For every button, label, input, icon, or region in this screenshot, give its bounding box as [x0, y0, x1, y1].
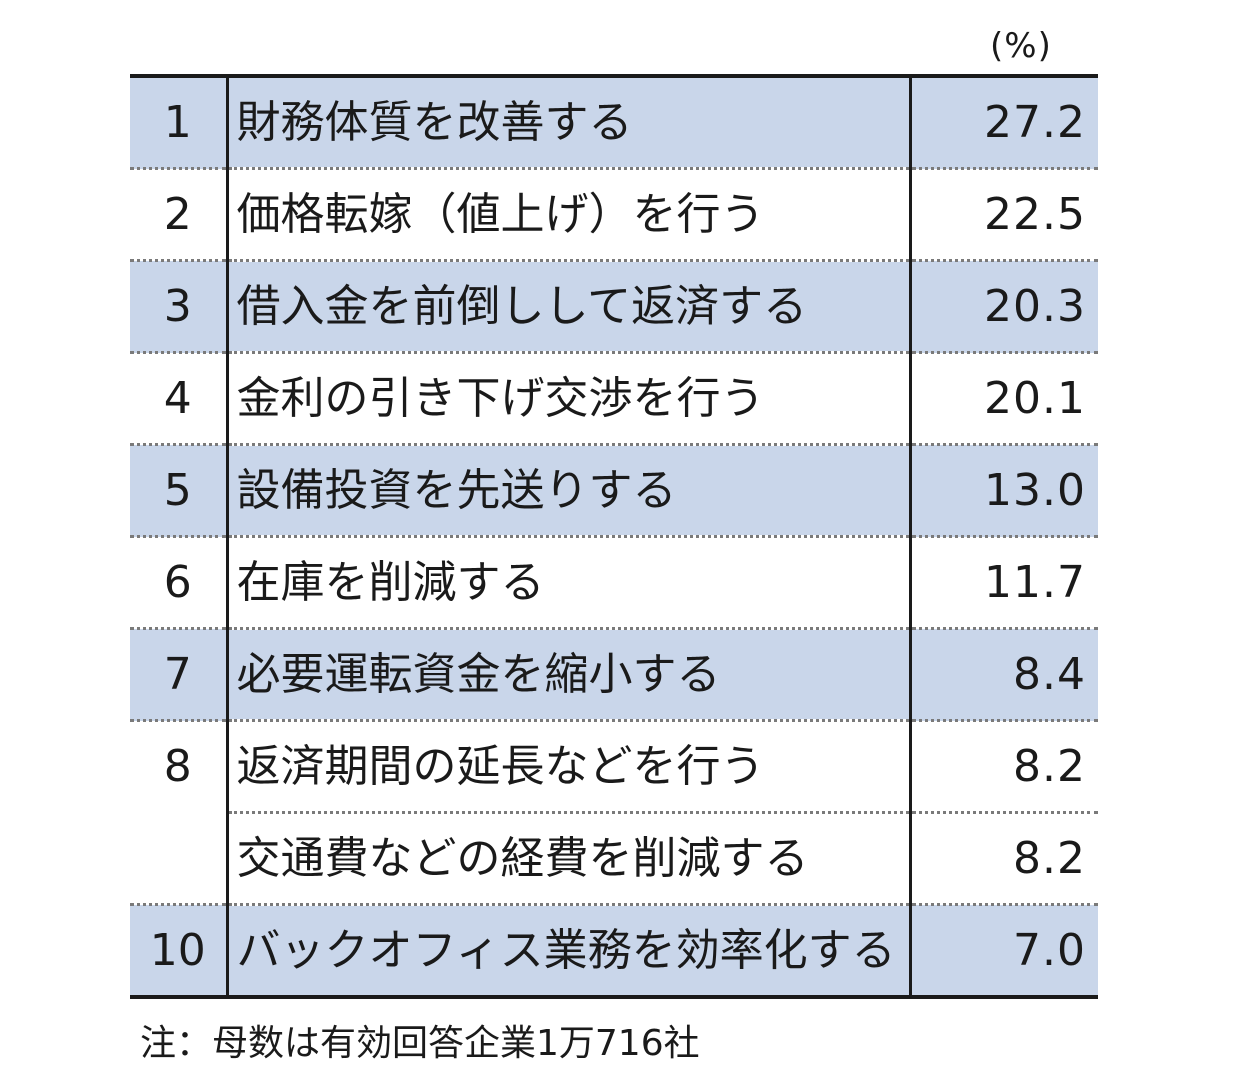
ranking-table: 1 財務体質を改善する 27.2 2 価格転嫁（値上げ）を行う 22.5 3 借入金を前倒しし…: [130, 74, 1098, 999]
item-cell: 在庫を削減する: [227, 536, 912, 630]
item-cell: 金利の引き下げ交渉を行う: [227, 352, 912, 446]
table-row: 10 バックオフィス業務を効率化する 7.0: [130, 904, 1098, 999]
table-row: 5 設備投資を先送りする 13.0: [130, 444, 1098, 538]
item-cell: 交通費などの経費を削減する: [227, 812, 912, 906]
value-cell: 22.5: [910, 168, 1098, 262]
value-cell: 27.2: [910, 74, 1098, 170]
value-cell: 7.0: [910, 904, 1098, 999]
table-row: 4 金利の引き下げ交渉を行う 20.1: [130, 352, 1098, 446]
footnote: 注：母数は有効回答企業1万716社: [140, 1023, 700, 1064]
rank-cell: [130, 812, 229, 906]
item-cell: 返済期間の延長などを行う: [227, 720, 912, 814]
table-row: 交通費などの経費を削減する 8.2: [130, 812, 1098, 906]
ranking-table-body: 1 財務体質を改善する 27.2 2 価格転嫁（値上げ）を行う 22.5 3 借入金を前倒しし…: [130, 74, 1098, 999]
item-cell: 必要運転資金を縮小する: [227, 628, 912, 722]
value-cell: 11.7: [910, 536, 1098, 630]
rank-cell: 2: [130, 168, 229, 262]
rank-cell: 4: [130, 352, 229, 446]
table-row: 7 必要運転資金を縮小する 8.4: [130, 628, 1098, 722]
rank-cell: 8: [130, 720, 229, 813]
value-cell: 20.3: [910, 260, 1098, 354]
table-row: 3 借入金を前倒しして返済する 20.3: [130, 260, 1098, 354]
value-cell: 13.0: [910, 444, 1098, 538]
rank-cell: 3: [130, 260, 229, 354]
rank-cell: 1: [130, 74, 229, 170]
value-cell: 20.1: [910, 352, 1098, 446]
rank-cell: 6: [130, 536, 229, 630]
ranking-table-container: 1 財務体質を改善する 27.2 2 価格転嫁（値上げ）を行う 22.5 3 借入金を前倒しし…: [130, 74, 1098, 999]
unit-label: (%): [990, 26, 1052, 66]
table-row: 8 返済期間の延長などを行う 8.2: [130, 720, 1098, 814]
rank-cell: 7: [130, 628, 229, 722]
value-cell: 8.4: [910, 628, 1098, 722]
item-cell: 財務体質を改善する: [227, 74, 912, 170]
table-row: 6 在庫を削減する 11.7: [130, 536, 1098, 630]
item-cell: 価格転嫁（値上げ）を行う: [227, 168, 912, 262]
item-cell: バックオフィス業務を効率化する: [227, 904, 912, 999]
table-row: 1 財務体質を改善する 27.2: [130, 74, 1098, 170]
value-cell: 8.2: [910, 720, 1098, 814]
item-cell: 設備投資を先送りする: [227, 444, 912, 538]
table-row: 2 価格転嫁（値上げ）を行う 22.5: [130, 168, 1098, 262]
rank-cell: 5: [130, 444, 229, 538]
item-cell: 借入金を前倒しして返済する: [227, 260, 912, 354]
rank-cell: 10: [130, 904, 229, 999]
value-cell: 8.2: [910, 812, 1098, 906]
